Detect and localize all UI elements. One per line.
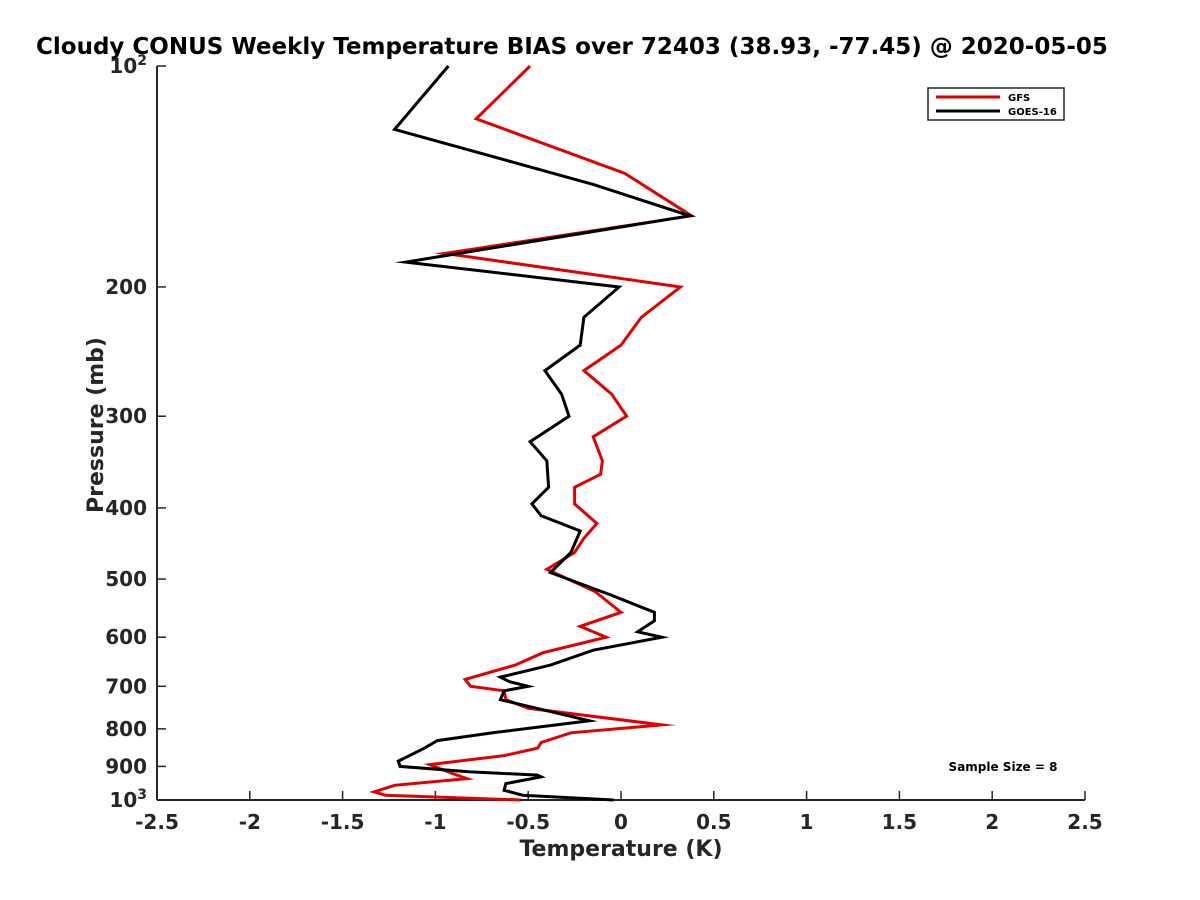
y-tick-label: 900 xyxy=(105,754,147,778)
y-tick-label: 300 xyxy=(105,404,147,428)
y-axis-ticks: 102 200 300 400 500 600 700 800 900 103 xyxy=(105,53,166,812)
x-tick-label: -1 xyxy=(424,810,446,834)
y-tick-label: 700 xyxy=(105,674,147,698)
x-tick-label: 1 xyxy=(800,810,814,834)
legend: GFS GOES-16 xyxy=(927,87,1065,121)
x-tick-label: 1.5 xyxy=(882,810,917,834)
x-tick-label: -2 xyxy=(239,810,261,834)
series-line-goes-16 xyxy=(391,65,697,802)
legend-box xyxy=(927,87,1065,121)
x-tick-label: -1.5 xyxy=(321,810,365,834)
y-tick-label: 200 xyxy=(105,275,147,299)
y-tick-label: 800 xyxy=(105,717,147,741)
y-tick-label: 102 xyxy=(109,53,147,78)
legend-entry-label: GFS xyxy=(1008,93,1030,104)
chart-title: Cloudy CONUS Weekly Temperature BIAS ove… xyxy=(36,34,1108,60)
series-line-gfs xyxy=(369,64,696,802)
x-tick-label: 0.5 xyxy=(696,810,731,834)
x-tick-label: 2 xyxy=(985,810,999,834)
x-tick-label: -0.5 xyxy=(506,810,550,834)
sample-size-annotation: Sample Size = 8 xyxy=(949,760,1058,774)
x-axis-ticks: -2.5 -2 -1.5 -1 -0.5 0 0.5 1 1.5 2 2.5 xyxy=(135,791,1103,834)
y-tick-label: 103 xyxy=(109,787,147,812)
x-tick-label: -2.5 xyxy=(135,810,179,834)
series-lines xyxy=(369,64,697,802)
y-tick-label: 600 xyxy=(105,625,147,649)
y-tick-label: 400 xyxy=(105,496,147,520)
y-tick-label: 500 xyxy=(105,567,147,591)
x-tick-label: 2.5 xyxy=(1067,810,1102,834)
x-tick-label: 0 xyxy=(614,810,628,834)
x-axis-label: Temperature (K) xyxy=(519,837,722,862)
legend-entry-label: GOES-16 xyxy=(1008,107,1057,118)
y-axis-label: Pressure (mb) xyxy=(84,337,109,513)
